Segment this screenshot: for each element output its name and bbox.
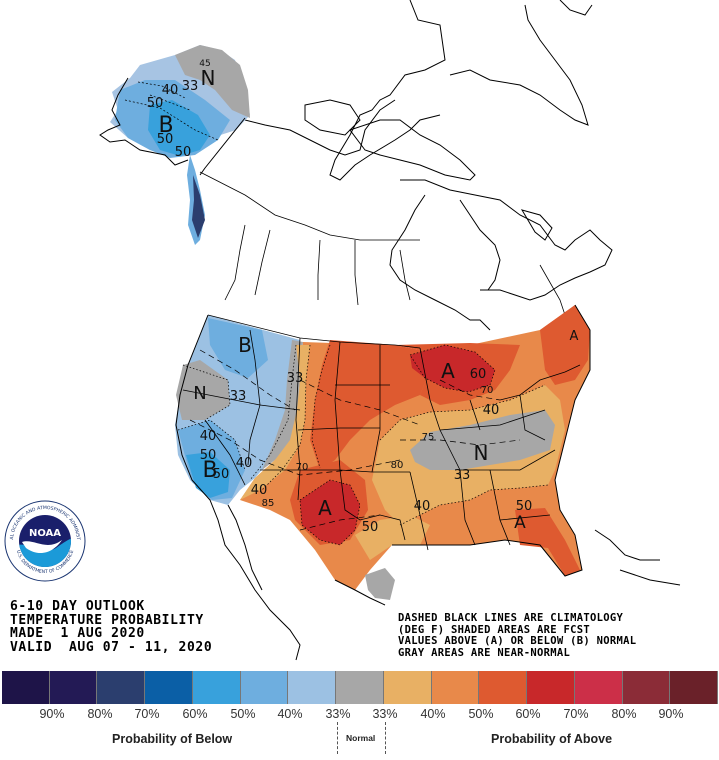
legend-tick-label: 70% [563,707,589,721]
legend-swatch [145,671,193,704]
noaa-logo-text: NOAA [29,528,61,539]
contour-label: 50 [147,96,164,111]
legend-swatch [97,671,146,704]
canada-greenland-outlines [244,0,613,331]
legend-tick-label: 50% [468,707,494,721]
title-line-1: 6-10 DAY OUTLOOK [10,599,145,614]
legend-tick-label: 80% [611,707,637,721]
climatology-lines [189,349,521,531]
note-line-1: DASHED BLACK LINES ARE CLIMATOLOGY [398,612,624,624]
contour-label: 40 [200,429,217,444]
coastlines [175,304,681,661]
contour-label: 33 [182,79,199,94]
contour-label: 40 [162,83,179,98]
climatology-label: 75 [422,432,435,443]
contour-label: 40 [236,456,253,471]
category-label: B [238,333,252,357]
legend-above-caption: Probability of Above [491,732,613,746]
legend-swatch [574,671,623,704]
outlook-map: NBBNBAANAA453340505050333340505040408570… [99,0,681,661]
category-label: N [474,441,489,465]
legend-ticks: 90% 80% 70% 60% 50% 40% 33% 33% 40% 50% 60% 70% 80% 9… [0,707,719,723]
climatology-label: 45 [199,59,210,69]
contour-label: 50 [362,520,379,535]
contour-label: 40 [483,403,500,418]
category-label: N [193,383,206,404]
legend-swatch [527,671,575,704]
contour-label: 33 [287,371,304,386]
category-label: B [158,113,173,138]
category-label: N [201,66,216,90]
legend-swatch [2,671,50,704]
legend-color-bar [2,671,719,704]
legend-swatch [383,671,432,704]
title-line-4: VALID AUG 07 - 11, 2020 [10,639,213,655]
climatology-label: 85 [262,498,275,509]
legend-tick-label: 90% [39,707,65,721]
legend-tick-label: 50% [230,707,256,721]
noaa-logo: NOAA NATIONAL OCEANIC AND ATMOSPHERIC AD… [4,500,86,582]
category-label: B [202,458,217,483]
note-line-2: (DEG F) SHADED AREAS ARE FCST [398,623,591,636]
map-notes: DASHED BLACK LINES ARE CLIMATOLOGY (DEG F… [398,612,637,659]
note-line-3: VALUES ABOVE (A) OR BELOW (B) NORMAL [398,635,637,647]
legend-swatch [240,671,289,704]
legend-tick-label: 33% [372,707,398,721]
map-labels: NBBNBAANAA453340505050333340505040408570… [147,59,579,535]
contour-label: 50 [200,448,217,463]
state-lines [182,314,581,551]
contour-label: 33 [230,389,247,404]
legend-tick-label: 60% [515,707,541,721]
legend-tick-label: 70% [134,707,160,721]
contour-label: 33 [454,468,471,483]
climatology-label: 70 [296,462,309,473]
legend-tick-label: 60% [182,707,208,721]
normal-divider-right [385,722,386,754]
contour-label: 50 [213,467,230,482]
category-label: A [514,513,526,533]
legend-tick-label: 40% [277,707,303,721]
legend-tick-label: 80% [87,707,113,721]
legend-swatch [288,671,337,704]
legend-swatch [431,671,480,704]
climatology-label: 80 [391,460,404,471]
probability-contours [177,344,549,546]
legend-swatch [336,671,384,704]
legend-swatch [622,671,671,704]
canada-province-lines [199,171,571,331]
contour-label: 40 [414,499,431,514]
legend-swatch [479,671,528,704]
category-label: A [318,496,332,520]
category-label: A [570,329,579,344]
contour-label: 40 [251,483,268,498]
contour-label: 50 [175,145,192,160]
normal-divider-left [337,722,338,754]
legend-swatch [670,671,719,704]
alaska-shading [99,45,250,245]
legend-swatch [49,671,98,704]
contour-label: 50 [516,499,533,514]
title-line-2: TEMPERATURE PROBABILITY [10,612,204,628]
legend-normal-caption: Normal [346,733,376,743]
contour-label: 60 [470,367,487,382]
title-line-3: MADE 1 AUG 2020 [10,626,145,641]
category-label: A [441,359,455,383]
contour-label: 50 [157,132,174,147]
climatology-label: 70 [481,385,494,396]
legend-tick-label: 33% [325,707,351,721]
legend-tick-label: 40% [420,707,446,721]
note-line-4: GRAY AREAS ARE NEAR-NORMAL [398,646,571,659]
conus-shading [175,305,590,600]
outlook-title-block: 6-10 DAY OUTLOOK TEMPERATURE PROBABILITY M… [10,600,212,654]
legend-below-caption: Probability of Below [112,732,233,746]
legend-tick-label: 90% [658,707,684,721]
legend-swatch [192,671,241,704]
